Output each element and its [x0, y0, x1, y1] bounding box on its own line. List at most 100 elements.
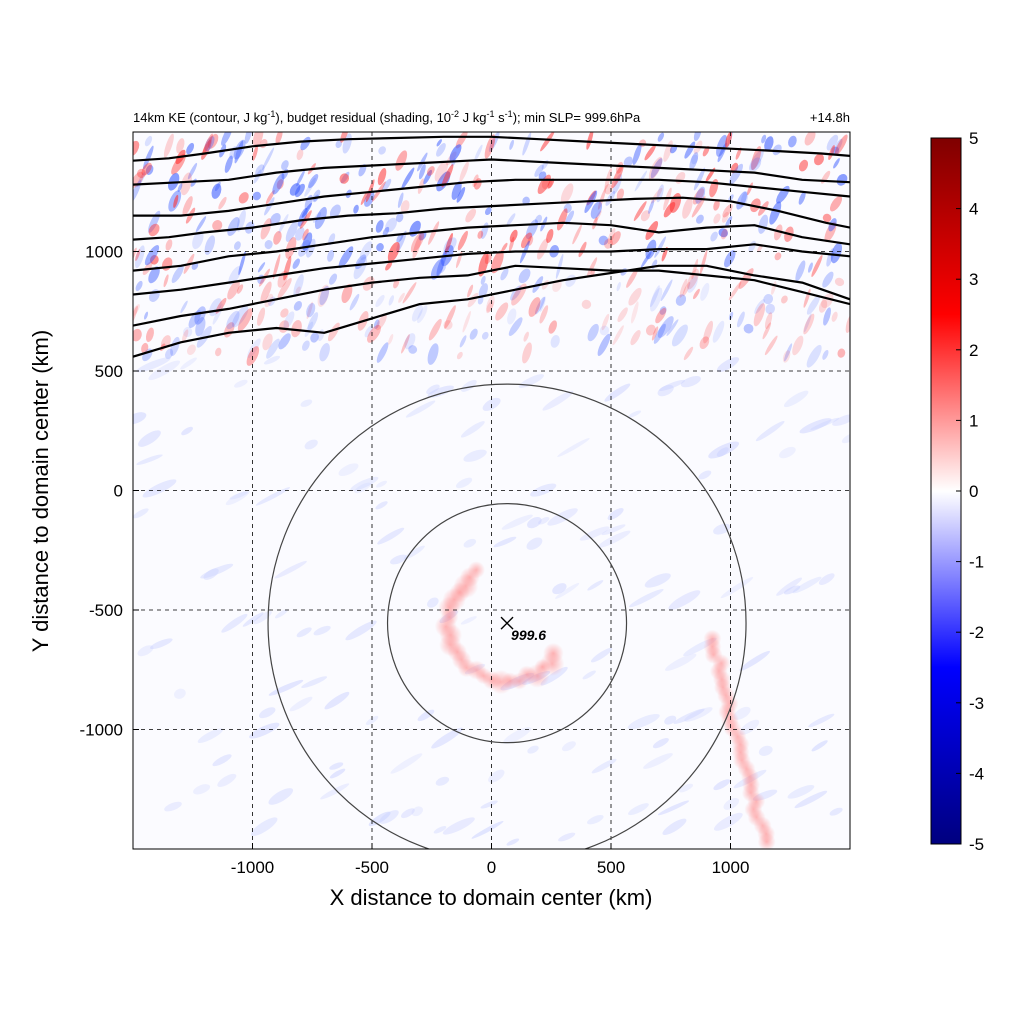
x-tick-label: 500 — [597, 858, 625, 877]
residual-cell — [798, 159, 809, 172]
residual-cell — [353, 256, 368, 280]
residual-cell — [692, 188, 705, 205]
residual-cell — [753, 303, 766, 327]
residual-cell — [590, 201, 603, 219]
residual-cell — [762, 322, 772, 340]
residual-cell — [405, 400, 436, 418]
residual-cell — [335, 140, 342, 149]
residual-cell — [329, 762, 344, 770]
residual-cell — [378, 146, 386, 155]
residual-cell — [834, 134, 848, 156]
residual-cell — [272, 173, 285, 195]
residual-cell — [737, 311, 745, 328]
residual-cell — [491, 250, 504, 274]
residual-cell — [135, 249, 141, 261]
residual-cell — [252, 132, 264, 148]
residual-cell — [823, 307, 831, 326]
residual-cell — [520, 232, 532, 249]
residual-cell — [758, 745, 773, 756]
residual-cell — [506, 213, 516, 226]
residual-cell — [402, 282, 417, 304]
residual-cell — [257, 262, 266, 273]
residual-cell — [272, 253, 281, 279]
residual-cell — [555, 253, 564, 279]
residual-cell — [841, 433, 850, 444]
residual-cell — [376, 480, 387, 488]
residual-cell — [427, 597, 439, 608]
residual-cell — [292, 258, 301, 269]
residual-cell — [252, 191, 261, 201]
residual-shading — [133, 132, 850, 849]
residual-cell — [395, 213, 404, 223]
residual-cell — [794, 790, 828, 809]
residual-cell — [807, 262, 813, 273]
residual-cell — [548, 320, 557, 334]
residual-cell — [469, 328, 478, 340]
residual-cell — [401, 808, 415, 819]
residual-cell — [467, 292, 479, 308]
residual-cell — [367, 324, 381, 343]
residual-cell — [353, 204, 359, 214]
residual-cell — [527, 235, 534, 246]
residual-cell — [182, 329, 189, 342]
colorbar-tick-label: 2 — [969, 341, 978, 360]
residual-cell — [294, 183, 305, 198]
residual-cell — [795, 260, 806, 282]
residual-cell — [455, 132, 468, 149]
residual-cell — [650, 187, 663, 204]
colorbar-tick-label: -1 — [969, 553, 984, 572]
residual-cell — [463, 538, 477, 548]
residual-cell — [617, 307, 628, 323]
residual-cell — [687, 276, 698, 293]
residual-cell — [772, 144, 782, 156]
residual-cell — [204, 136, 215, 152]
residual-cell — [136, 454, 163, 465]
residual-cell — [268, 679, 304, 696]
residual-cell — [312, 212, 322, 223]
residual-cell — [246, 346, 260, 366]
residual-cell — [788, 135, 797, 148]
residual-cell — [813, 153, 824, 166]
residual-cell — [133, 508, 149, 519]
residual-cell — [481, 331, 489, 340]
residual-cell — [518, 268, 531, 284]
residual-cell — [306, 238, 316, 258]
residual-cell — [449, 144, 462, 162]
residual-cell — [204, 235, 216, 255]
residual-cell — [477, 230, 484, 239]
residual-cell — [774, 224, 783, 241]
residual-cell — [597, 188, 606, 210]
ke-contours — [133, 135, 850, 358]
residual-cell — [661, 246, 668, 262]
residual-cell — [792, 576, 822, 594]
residual-cell — [457, 230, 468, 251]
residual-cell — [306, 303, 316, 318]
residual-cell — [444, 305, 456, 329]
residual-cell — [605, 190, 616, 206]
residual-cell — [136, 357, 171, 373]
title-part: J kg — [459, 110, 486, 125]
residual-cell — [176, 138, 185, 154]
residual-cell — [680, 376, 701, 388]
x-tick-label: 0 — [487, 858, 496, 877]
colorbar-tick-label: 5 — [969, 129, 978, 148]
residual-cell — [170, 336, 180, 356]
residual-cell — [806, 344, 822, 368]
residual-cell — [328, 233, 336, 246]
residual-cell — [643, 753, 673, 769]
residual-cell — [377, 167, 387, 186]
residual-cell — [327, 249, 335, 262]
residual-cell — [798, 191, 806, 205]
residual-cell — [390, 554, 407, 565]
residual-cell — [582, 670, 596, 680]
residual-cell — [792, 335, 804, 356]
residual-cell — [558, 832, 576, 842]
residual-cell — [522, 342, 532, 364]
y-tick-label: 1000 — [85, 243, 123, 262]
residual-cell — [212, 754, 232, 767]
residual-cell — [264, 197, 275, 216]
residual-cell — [143, 145, 154, 170]
residual-cell — [467, 284, 474, 298]
residual-cell — [455, 477, 473, 489]
residual-cell — [365, 179, 375, 203]
